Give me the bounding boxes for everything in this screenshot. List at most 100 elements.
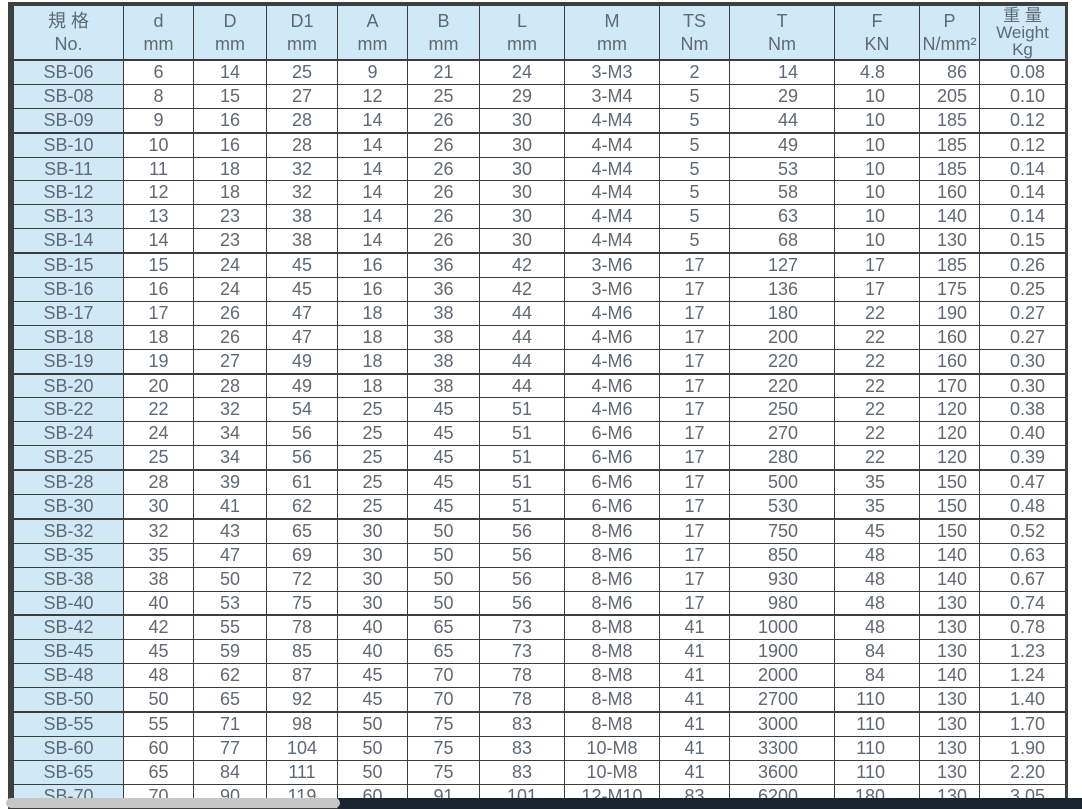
cell-weight: 0.38 bbox=[979, 397, 1066, 423]
cell-F: 10 bbox=[834, 204, 920, 230]
cell-D1: 78 bbox=[266, 614, 338, 641]
cell-F: 22 bbox=[834, 373, 920, 399]
row-label: SB-50 bbox=[13, 687, 124, 714]
cell-T: 200 bbox=[729, 324, 835, 350]
cell-TS: 41 bbox=[659, 663, 730, 689]
cell-A: 16 bbox=[337, 277, 408, 302]
column-header-line: mm bbox=[143, 33, 174, 54]
cell-T: 750 bbox=[729, 518, 835, 544]
table-row: SB-65 65 84 111 50 75 83 10-M8 41 3600 110 130 2.20 bbox=[13, 759, 1066, 785]
cell-d: 45 bbox=[123, 639, 194, 665]
cell-weight: 0.12 bbox=[979, 107, 1066, 134]
cell-D: 24 bbox=[193, 277, 267, 302]
cell-weight: 1.23 bbox=[979, 639, 1066, 665]
table-bottom-border bbox=[338, 798, 1082, 809]
cell-M: 8-M8 bbox=[564, 687, 660, 714]
cell-A: 14 bbox=[337, 180, 408, 206]
cell-M: 8-M8 bbox=[564, 663, 660, 689]
cell-TS: 5 bbox=[659, 83, 730, 109]
cell-weight: 0.39 bbox=[979, 445, 1066, 472]
table-row: SB-14 14 23 38 14 26 30 4-M4 5 68 10 130 0.15 bbox=[13, 228, 1066, 255]
cell-TS: 17 bbox=[659, 590, 730, 617]
cell-P: 130 bbox=[919, 639, 980, 665]
cell-TS: 17 bbox=[659, 469, 730, 496]
row-label: SB-24 bbox=[13, 421, 124, 447]
row-label: SB-48 bbox=[13, 663, 124, 689]
cell-P: 160 bbox=[919, 180, 980, 206]
cell-T: 280 bbox=[729, 445, 835, 472]
cell-TS: 5 bbox=[659, 107, 730, 134]
cell-B: 38 bbox=[407, 324, 480, 350]
cell-B: 50 bbox=[407, 590, 480, 617]
column-header-line: 重 量 bbox=[1003, 6, 1042, 25]
cell-A: 14 bbox=[337, 107, 408, 134]
cell-A: 16 bbox=[337, 252, 408, 279]
cell-D1: 92 bbox=[266, 687, 338, 714]
cell-D1: 28 bbox=[266, 107, 338, 134]
table-row: SB-08 8 15 27 12 25 29 3-M4 5 29 10 205 0.10 bbox=[13, 83, 1066, 109]
cell-D1: 25 bbox=[266, 59, 338, 85]
cell-d: 22 bbox=[123, 397, 194, 423]
table-row: SB-22 22 32 54 25 45 51 4-M6 17 250 22 120 0.38 bbox=[13, 397, 1066, 423]
cell-D1: 45 bbox=[266, 252, 338, 279]
column-header-line: KN bbox=[864, 33, 890, 54]
cell-F: 48 bbox=[834, 614, 920, 641]
cell-B: 38 bbox=[407, 300, 480, 326]
cell-D: 27 bbox=[193, 348, 267, 375]
row-label: SB-11 bbox=[13, 156, 124, 182]
cell-L: 56 bbox=[479, 566, 565, 592]
cell-L: 51 bbox=[479, 494, 565, 520]
cell-L: 51 bbox=[479, 397, 565, 423]
cell-M: 8-M6 bbox=[564, 566, 660, 592]
table-row: SB-42 42 55 78 40 65 73 8-M8 41 1000 48 130 0.78 bbox=[13, 614, 1066, 641]
table-row: SB-12 12 18 32 14 26 30 4-M4 5 58 10 160 0.14 bbox=[13, 180, 1066, 206]
cell-L: 30 bbox=[479, 107, 565, 134]
cell-D: 84 bbox=[193, 759, 267, 785]
cell-TS: 41 bbox=[659, 759, 730, 785]
cell-L: 51 bbox=[479, 421, 565, 447]
cell-L: 56 bbox=[479, 518, 565, 544]
cell-A: 14 bbox=[337, 156, 408, 182]
column-header-TS: TS Nm bbox=[659, 5, 730, 61]
table-row: SB-48 48 62 87 45 70 78 8-M8 41 2000 84 140 1.24 bbox=[13, 663, 1066, 689]
cell-TS: 17 bbox=[659, 324, 730, 350]
cell-weight: 0.08 bbox=[979, 59, 1066, 85]
cell-F: 10 bbox=[834, 83, 920, 109]
cell-weight: 2.20 bbox=[979, 759, 1066, 785]
cell-A: 25 bbox=[337, 397, 408, 423]
row-label: SB-20 bbox=[13, 373, 124, 399]
cell-TS: 17 bbox=[659, 252, 730, 279]
cell-F: 17 bbox=[834, 277, 920, 302]
cell-TS: 17 bbox=[659, 518, 730, 544]
cell-M: 4-M4 bbox=[564, 204, 660, 230]
column-header-line: mm bbox=[215, 33, 245, 54]
cell-P: 150 bbox=[919, 469, 980, 496]
column-header-line: Kg bbox=[1012, 40, 1033, 59]
cell-M: 10-M8 bbox=[564, 759, 660, 785]
cell-T: 14 bbox=[729, 59, 835, 85]
cell-D: 24 bbox=[193, 252, 267, 279]
column-header-F: F KN bbox=[834, 5, 920, 61]
cell-weight: 0.25 bbox=[979, 277, 1066, 302]
cell-F: 17 bbox=[834, 252, 920, 279]
cell-D1: 56 bbox=[266, 445, 338, 472]
horizontal-scrollbar-thumb[interactable] bbox=[6, 798, 340, 808]
cell-d: 12 bbox=[123, 180, 194, 206]
column-header-line: Weight bbox=[996, 23, 1049, 42]
cell-weight: 1.24 bbox=[979, 663, 1066, 689]
cell-D1: 32 bbox=[266, 180, 338, 206]
cell-T: 180 bbox=[729, 300, 835, 326]
cell-D: 32 bbox=[193, 397, 267, 423]
cell-D: 14 bbox=[193, 59, 267, 85]
table-row: SB-17 17 26 47 18 38 44 4-M6 17 180 22 190 0.27 bbox=[13, 300, 1066, 326]
cell-M: 4-M6 bbox=[564, 373, 660, 399]
cell-D: 26 bbox=[193, 300, 267, 326]
cell-P: 185 bbox=[919, 107, 980, 134]
cell-P: 130 bbox=[919, 614, 980, 641]
column-header-line: B bbox=[437, 10, 450, 31]
cell-d: 24 bbox=[123, 421, 194, 447]
cell-A: 9 bbox=[337, 59, 408, 85]
cell-D: 39 bbox=[193, 469, 267, 496]
